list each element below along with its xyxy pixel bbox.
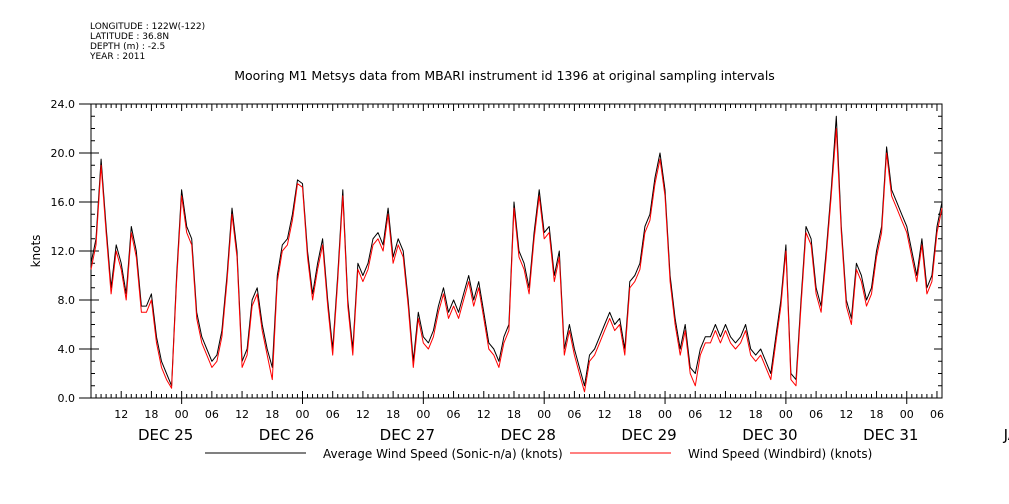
x-day-label: DEC 26 [259,426,314,444]
x-tick-label: 06 [567,408,581,421]
x-day-label: JAN 1 [1003,426,1009,444]
x-day-label: DEC 27 [380,426,435,444]
y-tick-label: 8.0 [58,294,76,307]
x-tick-label: 18 [144,408,158,421]
plot-axes: 12 18 00 06 12 18 00 06 12 18 00 06 12 18 00 06 12 18 00 06… [29,98,1009,444]
x-tick-label: 00 [537,408,551,421]
x-tick-label: 12 [477,408,491,421]
x-tick-label: 18 [507,408,521,421]
x-tick-label: 06 [326,408,340,421]
y-tick-label: 16.0 [51,196,76,209]
x-tick-label: 18 [628,408,642,421]
y-tick-label: 24.0 [51,98,76,111]
x-tick-label: 00 [295,408,309,421]
x-tick-label: 18 [265,408,279,421]
series-line-average-wind-speed [90,115,943,387]
x-tick-label: 12 [235,408,249,421]
x-tick-label: 12 [718,408,732,421]
x-tick-label: 06 [809,408,823,421]
x-tick-label: 00 [175,408,189,421]
x-tick-label: 12 [356,408,370,421]
x-tick-label: 00 [900,408,914,421]
series-line-windbird-wind-speed [90,128,943,393]
legend-label-average: Average Wind Speed (Sonic-n/a) (knots) [323,447,563,461]
y-tick-label: 4.0 [58,343,76,356]
y-tick-label: 12.0 [51,245,76,258]
series-lines [90,115,943,393]
latitude-label: LATITUDE : 36.8N [90,32,170,42]
x-tick-label: 18 [749,408,763,421]
x-tick-label: 00 [658,408,672,421]
x-day-label: DEC 29 [621,426,676,444]
x-tick-label: 06 [688,408,702,421]
x-tick-label: 18 [870,408,884,421]
longitude-label: LONGITUDE : 122W(-122) [90,22,206,32]
x-tick-label: 12 [598,408,612,421]
x-day-label: DEC 30 [742,426,797,444]
y-tick-label: 0.0 [58,392,76,405]
x-tick-label: 12 [114,408,128,421]
x-day-label: DEC 25 [138,426,193,444]
x-tick-label: 00 [779,408,793,421]
x-tick-label: 18 [386,408,400,421]
y-tick-label: 20.0 [51,147,76,160]
x-day-label: DEC 31 [863,426,918,444]
x-day-label: DEC 28 [501,426,556,444]
x-tick-label: 12 [839,408,853,421]
x-tick-label: 06 [447,408,461,421]
x-tick-label: 06 [205,408,219,421]
x-tick-label: 06 [930,408,944,421]
depth-label: DEPTH (m) : -2.5 [90,42,166,52]
legend: Average Wind Speed (Sonic-n/a) (knots) Wi… [205,447,872,461]
x-tick-label: 00 [416,408,430,421]
year-label: YEAR : 2011 [90,52,146,62]
legend-label-windbird: Wind Speed (Windbird) (knots) [688,447,872,461]
y-axis-label: knots [29,235,43,268]
chart-title: Mooring M1 Metsys data from MBARI instru… [234,68,775,83]
